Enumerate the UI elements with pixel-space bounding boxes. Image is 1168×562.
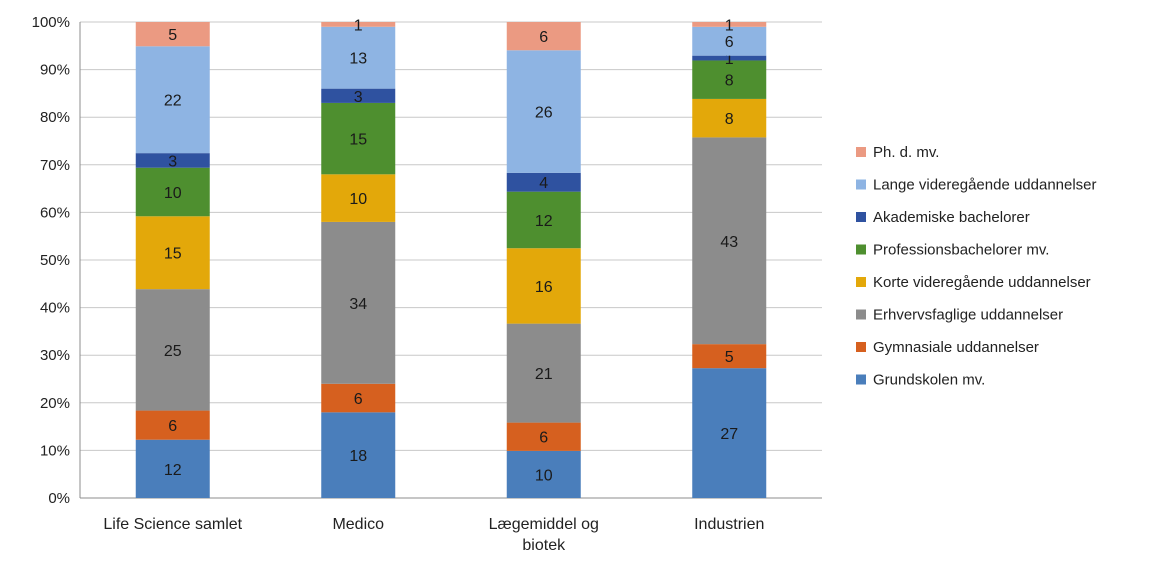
data-label: 5 — [168, 27, 177, 44]
y-tick-label: 70% — [40, 157, 70, 174]
bar-segment — [135, 410, 210, 440]
legend-swatch — [856, 147, 866, 157]
data-label: 12 — [164, 462, 182, 479]
data-label: 10 — [349, 191, 367, 208]
data-label: 1 — [354, 17, 363, 34]
data-label: 1 — [725, 51, 734, 68]
data-label: 6 — [539, 29, 548, 46]
bar-segment — [135, 216, 210, 290]
legend-label: Akademiske bachelorer — [873, 209, 1030, 226]
bar-segment — [506, 22, 581, 51]
legend-swatch — [856, 374, 866, 385]
bar-segment — [506, 172, 581, 192]
bar-segment — [321, 102, 396, 175]
bar-segment — [692, 98, 767, 138]
y-tick-label: 60% — [40, 204, 70, 221]
data-label: 8 — [725, 111, 734, 128]
x-category-label: Lægemiddel og biotek — [489, 516, 599, 554]
data-label: 4 — [539, 175, 548, 192]
bar-segment — [506, 248, 581, 324]
legend-swatch — [856, 342, 866, 352]
data-label: 6 — [539, 430, 548, 447]
bar-segment — [692, 26, 767, 56]
bar-segment — [135, 22, 210, 47]
legend-label: Erhvervsfaglige uddannelser — [873, 307, 1063, 324]
bar-segment — [321, 221, 396, 384]
legend-label: Ph. d. mv. — [873, 144, 939, 161]
y-tick-label: 100% — [32, 14, 70, 31]
data-label: 27 — [720, 426, 738, 443]
bar-segment — [321, 88, 396, 103]
bar-segment — [692, 137, 767, 345]
bar-segment — [321, 412, 396, 498]
data-label: 5 — [725, 349, 734, 366]
bar-segment — [321, 26, 396, 89]
data-label: 15 — [349, 132, 367, 149]
bar-segment — [506, 323, 581, 423]
data-label: 26 — [535, 105, 553, 122]
legend-label: Gymnasiale uddannelser — [873, 339, 1039, 356]
bar-segment — [692, 22, 767, 27]
data-label: 16 — [535, 279, 553, 296]
legend-label: Professionsbachelorer mv. — [873, 242, 1049, 259]
data-label: 15 — [164, 246, 182, 263]
y-tick-label: 40% — [40, 300, 70, 317]
y-tick-label: 90% — [40, 62, 70, 79]
bar-segment — [506, 422, 581, 451]
data-label: 6 — [354, 391, 363, 408]
bar-segment — [692, 344, 767, 369]
bar-segment — [135, 289, 210, 411]
data-label: 8 — [725, 73, 734, 90]
bar-segment — [692, 55, 767, 61]
bar-segment — [321, 383, 396, 413]
data-label: 18 — [349, 448, 367, 465]
y-tick-label: 0% — [48, 490, 70, 507]
x-category-label: Life Science samlet — [103, 516, 242, 533]
y-tick-label: 10% — [40, 442, 70, 459]
data-label: 10 — [164, 185, 182, 202]
legend-label: Korte videregående uddannelser — [873, 274, 1091, 291]
data-label: 6 — [168, 418, 177, 435]
bar-segment — [135, 439, 210, 498]
data-label: 6 — [725, 34, 734, 51]
data-label: 43 — [720, 234, 738, 251]
legend-swatch — [856, 244, 866, 255]
legend-swatch — [856, 309, 866, 320]
bar-segment — [506, 450, 581, 498]
data-label: 1 — [725, 17, 734, 34]
legend-swatch — [856, 277, 866, 287]
y-tick-label: 80% — [40, 109, 70, 126]
y-tick-label: 20% — [40, 395, 70, 412]
data-label: 12 — [535, 213, 553, 230]
bar-segment — [692, 368, 767, 498]
data-label: 3 — [168, 153, 177, 170]
bar-segment — [135, 46, 210, 154]
legend-label: Lange videregående uddannelser — [873, 177, 1097, 194]
data-label: 10 — [535, 467, 553, 484]
bar-segment — [692, 60, 767, 99]
y-tick-label: 30% — [40, 347, 70, 364]
bar-segment — [506, 191, 581, 249]
x-category-label: Industrien — [694, 516, 764, 533]
bar-segment — [321, 22, 396, 27]
data-label: 21 — [535, 366, 553, 383]
data-label: 22 — [164, 93, 182, 110]
data-label: 34 — [349, 296, 367, 313]
data-label: 3 — [354, 89, 363, 106]
bar-segment — [135, 153, 210, 168]
x-category-label: Medico — [332, 516, 384, 533]
data-label: 13 — [349, 51, 367, 68]
legend-label: Grundskolen mv. — [873, 372, 985, 389]
legend-swatch — [856, 212, 866, 222]
y-tick-label: 50% — [40, 252, 70, 269]
bar-segment — [506, 50, 581, 173]
data-label: 25 — [164, 343, 182, 360]
bar-segment — [321, 174, 396, 222]
legend-swatch — [856, 179, 866, 190]
bar-segment — [135, 167, 210, 217]
